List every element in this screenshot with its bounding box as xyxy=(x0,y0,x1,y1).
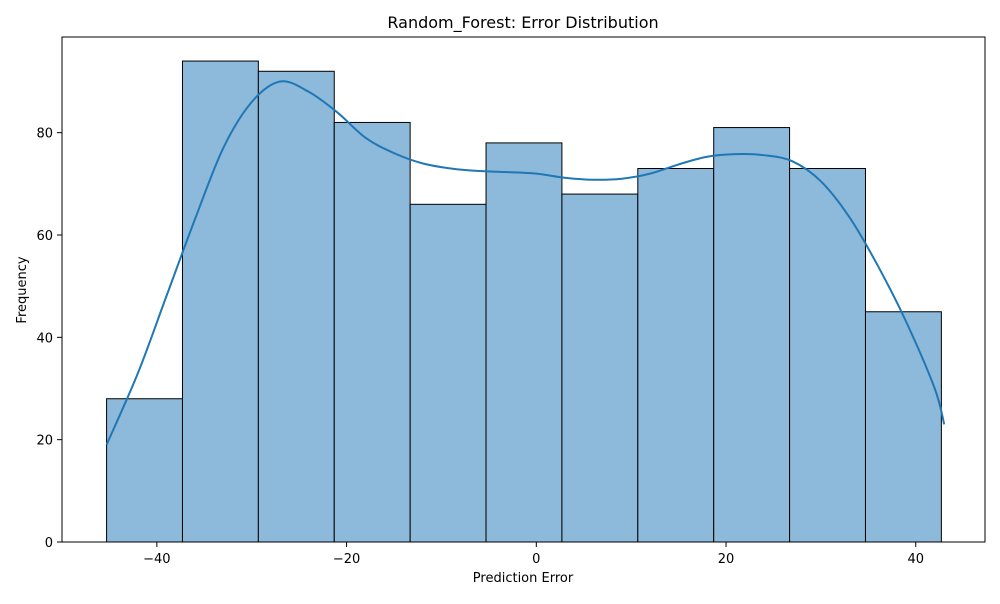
histogram-bar-9 xyxy=(713,127,791,543)
y-axis-ticks: 0 20 40 60 80 xyxy=(36,127,62,551)
y-tick-label: 0 xyxy=(45,536,53,551)
y-tick-label: 60 xyxy=(36,229,53,244)
y-tick-label: 20 xyxy=(36,434,53,449)
x-axis-label: Prediction Error xyxy=(473,571,574,586)
x-tick-label: −40 xyxy=(143,552,170,567)
histogram-bar-4 xyxy=(333,121,411,543)
y-tick-label: 40 xyxy=(36,331,53,346)
histogram-bar-2 xyxy=(181,60,259,543)
x-tick-label: −20 xyxy=(333,552,360,567)
x-tick-label: 40 xyxy=(907,552,924,567)
histogram-bar-11 xyxy=(864,311,942,543)
chart-title: Random_Forest: Error Distribution xyxy=(387,13,658,33)
y-axis-label: Frequency xyxy=(15,256,30,323)
y-tick-label: 80 xyxy=(36,127,53,142)
histogram-bar-5 xyxy=(409,203,487,543)
histogram-bar-7 xyxy=(561,193,639,543)
histogram-bar-6 xyxy=(485,142,563,543)
x-tick-label: 0 xyxy=(532,552,540,567)
plot-frame xyxy=(61,36,986,543)
histogram-bars xyxy=(106,60,942,543)
x-tick-label: 20 xyxy=(718,552,735,567)
histogram-bar-10 xyxy=(789,167,866,543)
histogram-bar-1 xyxy=(106,398,183,543)
x-axis-ticks: −40 −20 0 20 40 xyxy=(143,542,924,567)
kde-curve xyxy=(105,80,946,446)
histogram-bar-3 xyxy=(257,70,335,543)
histogram-bar-8 xyxy=(637,167,715,543)
